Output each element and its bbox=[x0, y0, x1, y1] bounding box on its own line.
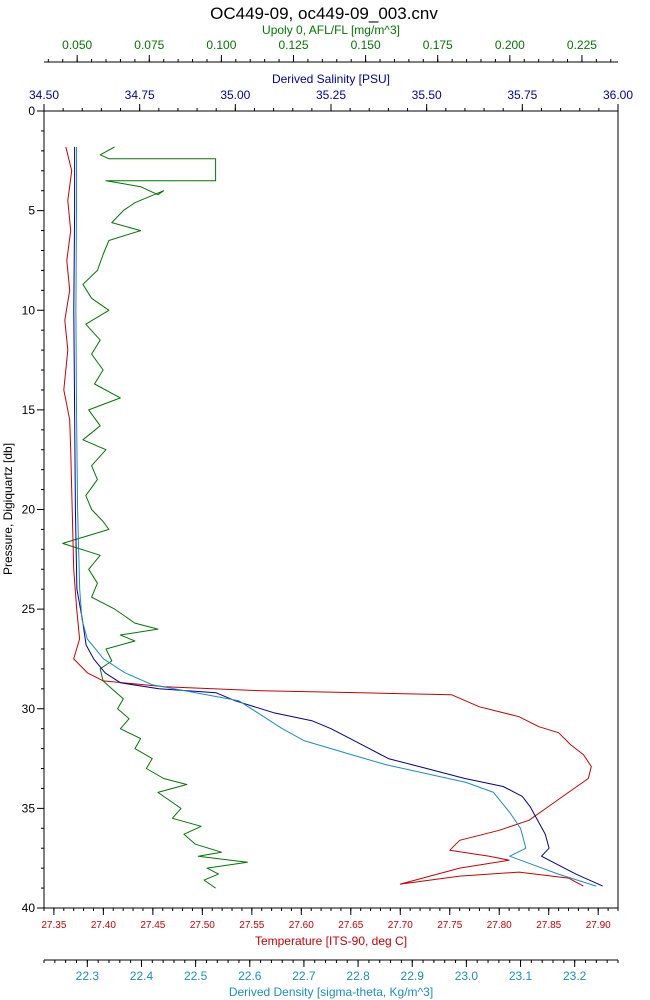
temperature-tick-label: 27.85 bbox=[536, 920, 561, 931]
salinity-series-line bbox=[73, 146, 603, 887]
fluor-tick-label: 0.075 bbox=[134, 38, 164, 52]
salinity-axis-title: Derived Salinity [PSU] bbox=[272, 72, 390, 86]
density-tick-label: 22.7 bbox=[292, 969, 316, 983]
fluor-tick-label: 0.150 bbox=[351, 38, 381, 52]
fluor-tick-label: 0.050 bbox=[62, 38, 92, 52]
temperature-series-line bbox=[63, 146, 592, 887]
fluor-tick-label: 0.125 bbox=[278, 38, 308, 52]
y-tick-label: 30 bbox=[22, 702, 36, 716]
density-tick-label: 23.0 bbox=[455, 969, 479, 983]
y-tick-label: 0 bbox=[28, 104, 35, 118]
temperature-tick-label: 27.60 bbox=[289, 920, 314, 931]
y-tick-label: 25 bbox=[22, 602, 36, 616]
salinity-tick-label: 35.50 bbox=[412, 88, 442, 102]
temperature-tick-label: 27.55 bbox=[239, 920, 264, 931]
fluor-series-line bbox=[62, 146, 248, 889]
temperature-tick-label: 27.50 bbox=[190, 920, 215, 931]
density-tick-label: 22.9 bbox=[401, 969, 425, 983]
salinity-tick-label: 34.50 bbox=[29, 88, 59, 102]
y-tick-label: 20 bbox=[22, 503, 36, 517]
density-series-line bbox=[75, 146, 597, 887]
fluor-tick-label: 0.200 bbox=[495, 38, 525, 52]
temperature-tick-label: 27.70 bbox=[388, 920, 413, 931]
y-tick-label: 35 bbox=[22, 801, 36, 815]
temperature-tick-label: 27.45 bbox=[140, 920, 165, 931]
density-tick-label: 23.1 bbox=[509, 969, 533, 983]
density-tick-label: 22.5 bbox=[184, 969, 208, 983]
density-tick-label: 23.2 bbox=[563, 969, 587, 983]
fluorescence-axis-title: Upoly 0, AFL/FL [mg/m^3] bbox=[262, 23, 400, 37]
temperature-tick-label: 27.90 bbox=[586, 920, 611, 931]
series-layer bbox=[62, 146, 603, 889]
salinity-tick-label: 35.75 bbox=[507, 88, 537, 102]
y-tick-label: 5 bbox=[28, 204, 35, 218]
density-tick-label: 22.4 bbox=[130, 969, 154, 983]
y-tick-label: 10 bbox=[22, 303, 36, 317]
y-tick-label: 15 bbox=[22, 403, 36, 417]
salinity-tick-label: 34.75 bbox=[125, 88, 155, 102]
temperature-tick-label: 27.80 bbox=[487, 920, 512, 931]
salinity-tick-label: 36.00 bbox=[603, 88, 633, 102]
fluor-tick-label: 0.175 bbox=[423, 38, 453, 52]
density-tick-label: 22.6 bbox=[238, 969, 262, 983]
density-axis-title: Derived Density [sigma-theta, Kg/m^3] bbox=[229, 985, 433, 999]
density-tick-label: 22.8 bbox=[346, 969, 370, 983]
density-tick-label: 22.3 bbox=[76, 969, 100, 983]
axes-layer: 0 5 10 15 20 25 30 35 40 0.050 0.075 0.100 0.125 0.15… bbox=[22, 38, 634, 983]
temperature-axis-title: Temperature [ITS-90, deg C] bbox=[255, 934, 407, 948]
temperature-tick-label: 27.65 bbox=[338, 920, 363, 931]
y-axis-title: Pressure, Digiquartz [db] bbox=[1, 443, 15, 575]
temperature-tick-label: 27.35 bbox=[41, 920, 66, 931]
plot-area bbox=[43, 110, 619, 909]
fluor-tick-label: 0.225 bbox=[567, 38, 597, 52]
chart-title: OC449-09, oc449-09_003.cnv bbox=[210, 4, 438, 23]
y-tick-label: 40 bbox=[22, 901, 36, 915]
fluor-tick-label: 0.100 bbox=[206, 38, 236, 52]
temperature-tick-label: 27.75 bbox=[437, 920, 462, 931]
temperature-tick-label: 27.40 bbox=[91, 920, 116, 931]
salinity-tick-label: 35.25 bbox=[316, 88, 346, 102]
salinity-tick-label: 35.00 bbox=[220, 88, 250, 102]
